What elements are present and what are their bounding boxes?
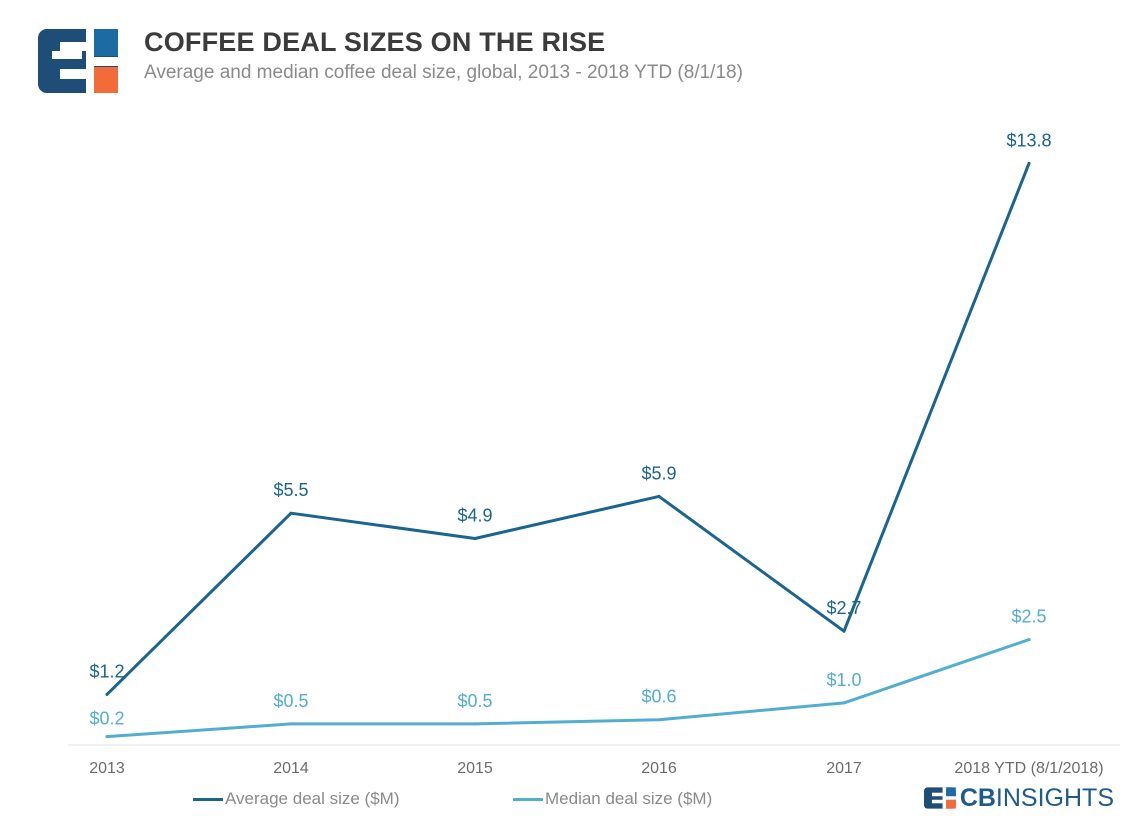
legend-swatch-median bbox=[513, 797, 543, 801]
data-point-median-3 bbox=[657, 718, 661, 722]
data-point-average-3 bbox=[657, 494, 661, 498]
data-label-average-0: $1.2 bbox=[89, 661, 124, 681]
cb-insights-mark-icon bbox=[924, 787, 956, 809]
x-tick-label-1: 2014 bbox=[273, 760, 309, 777]
brand-prefix: CB bbox=[959, 784, 996, 812]
data-label-average-5: $13.8 bbox=[1006, 130, 1051, 150]
data-label-average-2: $4.9 bbox=[457, 506, 492, 526]
chart-subtitle: Average and median coffee deal size, glo… bbox=[144, 62, 743, 83]
data-point-average-5 bbox=[1027, 161, 1031, 165]
data-label-median-5: $2.5 bbox=[1011, 607, 1046, 627]
data-point-median-5 bbox=[1027, 638, 1031, 642]
legend-item-median: Median deal size ($M) bbox=[513, 789, 712, 809]
legend-label-average: Average deal size ($M) bbox=[225, 789, 400, 808]
data-point-median-4 bbox=[842, 701, 846, 705]
data-label-median-0: $0.2 bbox=[89, 709, 124, 729]
brand-suffix: INSIGHTS bbox=[995, 784, 1114, 812]
data-label-average-3: $5.9 bbox=[641, 463, 676, 483]
legend-item-average: Average deal size ($M) bbox=[193, 789, 400, 809]
data-point-average-2 bbox=[473, 537, 477, 540]
chart-title: COFFEE DEAL SIZES ON THE RISE bbox=[144, 27, 606, 57]
x-tick-label-3: 2016 bbox=[641, 760, 677, 777]
series-line-median bbox=[105, 638, 1031, 739]
data-point-median-1 bbox=[289, 722, 293, 726]
data-point-average-4 bbox=[842, 629, 846, 633]
data-label-median-2: $0.5 bbox=[457, 691, 492, 711]
data-point-average-0 bbox=[105, 692, 109, 696]
chart-header: COFFEE DEAL SIZES ON THE RISE Average an… bbox=[38, 24, 1098, 100]
cb-insights-logo bbox=[38, 29, 118, 93]
data-label-median-3: $0.6 bbox=[641, 687, 676, 707]
legend: Average deal size ($M) Median deal size … bbox=[193, 789, 793, 813]
series-line-average bbox=[105, 161, 1031, 696]
legend-label-median: Median deal size ($M) bbox=[545, 789, 713, 808]
data-point-median-0 bbox=[105, 735, 109, 739]
data-point-median-2 bbox=[473, 722, 477, 726]
data-label-average-1: $5.5 bbox=[273, 480, 308, 500]
x-tick-label-2: 2015 bbox=[457, 760, 493, 777]
x-tick-label-5: 2018 YTD (8/1/2018) bbox=[954, 760, 1103, 777]
data-label-median-4: $1.0 bbox=[826, 670, 861, 690]
brand-footer: CBINSIGHTS bbox=[924, 783, 1114, 813]
x-tick-label-0: 2013 bbox=[89, 760, 125, 777]
x-tick-label-4: 2017 bbox=[826, 760, 862, 777]
legend-swatch-average bbox=[193, 797, 223, 801]
data-point-average-1 bbox=[289, 511, 293, 515]
data-label-average-4: $2.7 bbox=[826, 598, 861, 618]
brand-name: CBINSIGHTS bbox=[960, 783, 1114, 813]
data-label-median-1: $0.5 bbox=[273, 691, 308, 711]
